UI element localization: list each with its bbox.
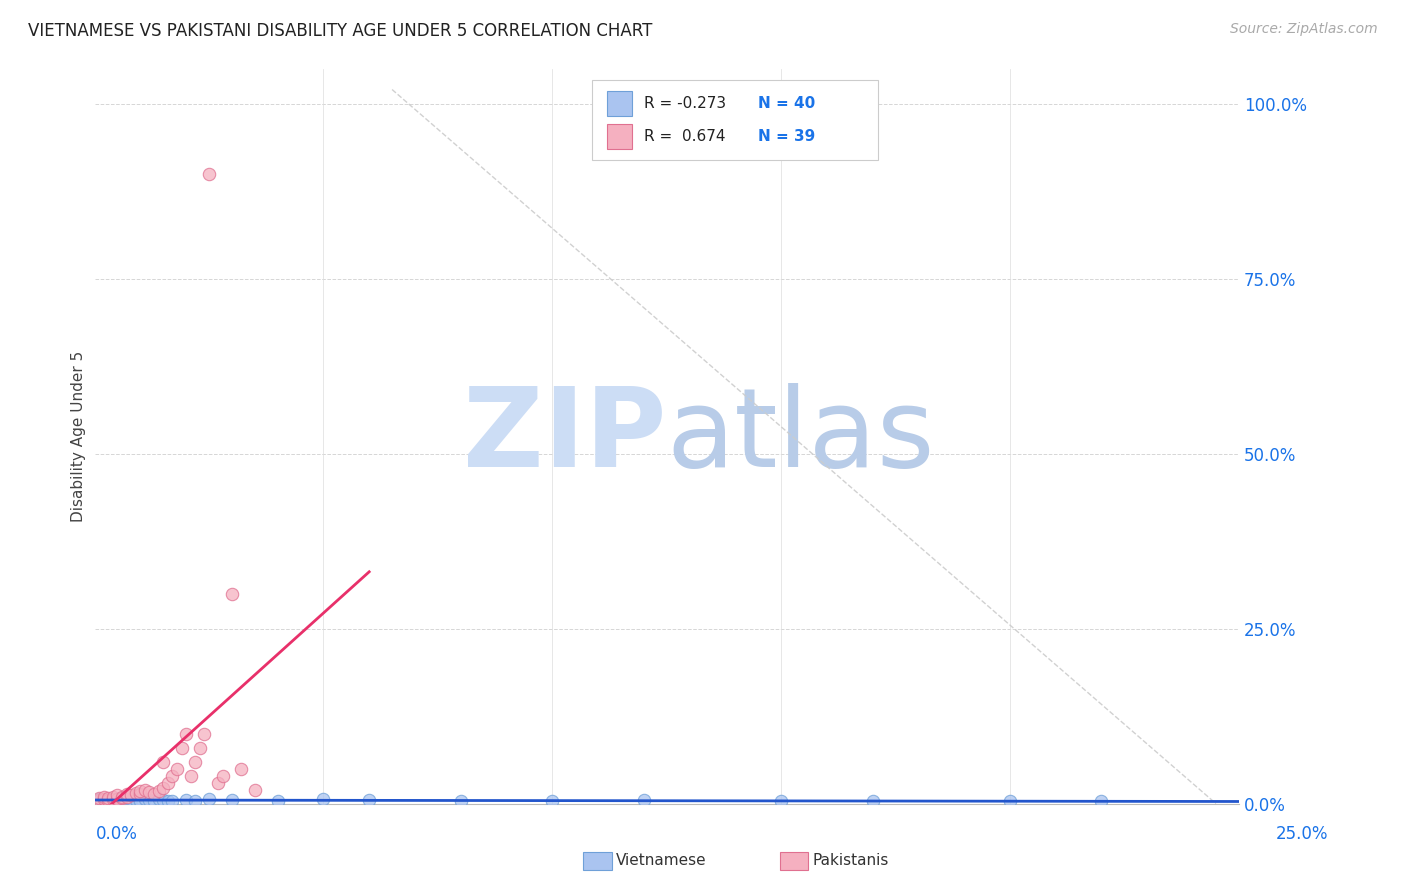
- Point: [115, 793, 138, 807]
- Point: [97, 791, 120, 805]
- Point: [152, 755, 174, 769]
- Point: [633, 793, 655, 807]
- Text: N = 40: N = 40: [758, 95, 815, 111]
- Point: [111, 789, 134, 804]
- Point: [162, 794, 184, 808]
- Point: [89, 793, 111, 807]
- Point: [243, 782, 266, 797]
- Point: [120, 794, 142, 808]
- Point: [115, 790, 138, 805]
- Point: [998, 794, 1021, 808]
- Point: [101, 792, 124, 806]
- Text: R =  0.674: R = 0.674: [644, 128, 725, 144]
- Point: [97, 794, 120, 808]
- Point: [221, 586, 243, 600]
- Text: 25.0%: 25.0%: [1277, 825, 1329, 843]
- FancyBboxPatch shape: [592, 79, 879, 161]
- Point: [111, 792, 134, 806]
- Point: [107, 791, 129, 805]
- Point: [359, 793, 381, 807]
- Point: [152, 781, 174, 796]
- Point: [93, 792, 115, 806]
- Text: N = 39: N = 39: [758, 128, 815, 144]
- Point: [93, 792, 115, 806]
- Point: [198, 792, 221, 806]
- Text: Source: ZipAtlas.com: Source: ZipAtlas.com: [1230, 22, 1378, 37]
- Point: [111, 791, 134, 805]
- Point: [184, 755, 207, 769]
- Point: [156, 775, 179, 789]
- Point: [107, 793, 129, 807]
- Point: [184, 794, 207, 808]
- Point: [1090, 794, 1112, 808]
- Point: [211, 768, 233, 782]
- Point: [97, 793, 120, 807]
- Point: [125, 786, 148, 800]
- Point: [97, 791, 120, 805]
- Point: [115, 794, 138, 808]
- Text: R = -0.273: R = -0.273: [644, 95, 725, 111]
- Point: [101, 792, 124, 806]
- Point: [148, 784, 170, 798]
- Point: [89, 793, 111, 807]
- Point: [93, 790, 115, 805]
- Text: atlas: atlas: [666, 383, 935, 490]
- Point: [97, 793, 120, 807]
- Y-axis label: Disability Age Under 5: Disability Age Under 5: [72, 351, 86, 522]
- Point: [143, 794, 166, 808]
- Point: [129, 784, 152, 798]
- Point: [170, 740, 193, 755]
- Point: [156, 794, 179, 808]
- Point: [148, 792, 170, 806]
- Point: [129, 794, 152, 808]
- Point: [174, 793, 197, 807]
- Text: 0.0%: 0.0%: [96, 825, 138, 843]
- Point: [107, 788, 129, 802]
- Point: [120, 788, 142, 802]
- Point: [138, 785, 160, 799]
- Point: [862, 794, 884, 808]
- Point: [312, 792, 335, 806]
- Text: Vietnamese: Vietnamese: [616, 854, 706, 868]
- Point: [111, 794, 134, 808]
- Text: VIETNAMESE VS PAKISTANI DISABILITY AGE UNDER 5 CORRELATION CHART: VIETNAMESE VS PAKISTANI DISABILITY AGE U…: [28, 22, 652, 40]
- Point: [770, 794, 793, 808]
- Point: [266, 794, 288, 808]
- Point: [193, 726, 215, 740]
- Point: [198, 167, 221, 181]
- Point: [180, 768, 202, 782]
- Point: [229, 762, 252, 776]
- Point: [174, 726, 197, 740]
- Point: [89, 791, 111, 805]
- Point: [138, 793, 160, 807]
- Point: [143, 787, 166, 801]
- Point: [188, 740, 211, 755]
- Point: [207, 775, 229, 789]
- Point: [162, 768, 184, 782]
- FancyBboxPatch shape: [607, 91, 633, 116]
- Point: [541, 794, 564, 808]
- Point: [129, 788, 152, 802]
- Point: [89, 791, 111, 805]
- Point: [221, 793, 243, 807]
- Point: [107, 791, 129, 805]
- Point: [166, 762, 188, 776]
- Point: [152, 793, 174, 807]
- Point: [101, 789, 124, 804]
- Point: [115, 787, 138, 801]
- Point: [134, 792, 156, 806]
- Point: [125, 793, 148, 807]
- Point: [101, 794, 124, 808]
- Text: ZIP: ZIP: [464, 383, 666, 490]
- Point: [450, 794, 472, 808]
- FancyBboxPatch shape: [607, 124, 633, 149]
- Point: [93, 794, 115, 808]
- Point: [134, 782, 156, 797]
- Point: [120, 792, 142, 806]
- Text: Pakistanis: Pakistanis: [813, 854, 889, 868]
